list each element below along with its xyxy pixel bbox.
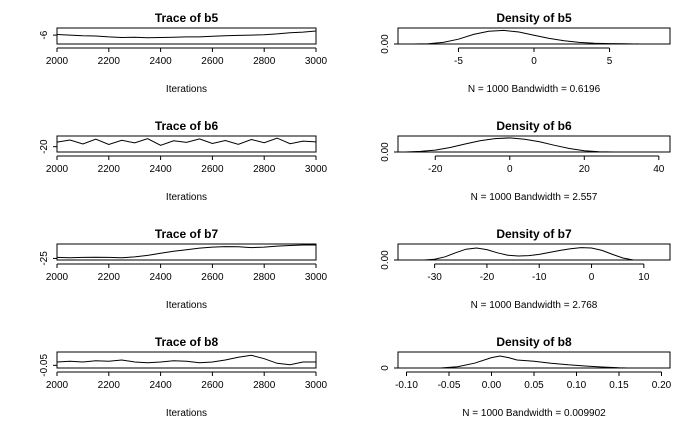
density-of-b7-x-tick-label: 10: [638, 272, 650, 283]
density-of-b6-title: Density of b6: [496, 119, 572, 133]
trace-of-b6-x-tick-label: 2800: [253, 164, 276, 175]
trace-of-b6-panel: Trace of b6 2000 2200 2400 2600 2800 3000 -20 It…: [39, 119, 328, 203]
density-of-b5-y-tick-label: 0.00: [380, 34, 391, 54]
trace-of-b5-title: Trace of b5: [155, 11, 219, 25]
trace-of-b5-y-tick-label: -6: [39, 30, 50, 39]
density-of-b8-y-tick-label: 0: [380, 365, 391, 371]
density-of-b8-x-tick-label: -0.10: [395, 380, 418, 391]
trace-of-b6-x-tick-label: 2200: [98, 164, 121, 175]
density-of-b7-x-tick-label: -10: [532, 272, 547, 283]
density-of-b6-x-tick-label: -20: [428, 164, 443, 175]
trace-of-b7-y-tick-label: -25: [39, 251, 50, 266]
density-of-b8-series-line: [440, 355, 628, 369]
trace-of-b6-x-axis-label: Iterations: [166, 192, 207, 203]
trace-of-b5-x-tick-label: 2800: [253, 56, 276, 67]
density-of-b7-frame: [397, 243, 671, 261]
trace-of-b8-panel: Trace of b8 2000 2200 2400 2600 2800 3000 -0.05…: [39, 335, 328, 419]
density-of-b8-x-tick-label: 0.10: [567, 380, 587, 391]
density-of-b6-x-tick-label: 20: [579, 164, 591, 175]
trace-of-b8-x-tick-label: 2800: [253, 380, 276, 391]
trace-of-b7-x-tick-label: 3000: [305, 272, 328, 283]
trace-of-b6-title: Trace of b6: [155, 119, 219, 133]
trace-of-b7-series-line: [56, 244, 316, 259]
trace-of-b8-x-tick-label: 2000: [46, 380, 69, 391]
density-of-b6-frame: [397, 135, 671, 153]
density-of-b7-x-tick-label: 0: [589, 272, 595, 283]
trace-of-b6-series-line: [56, 137, 317, 146]
density-of-b5-x-tick-label: 5: [607, 56, 613, 67]
density-of-b5-x-axis-label: N = 1000 Bandwidth = 0.6196: [468, 84, 601, 95]
density-of-b6-x-tick-label: 0: [507, 164, 513, 175]
trace-of-b7-x-tick-label: 2400: [149, 272, 172, 283]
density-of-b5-title: Density of b5: [496, 11, 572, 25]
trace-of-b7-frame: [56, 243, 317, 261]
trace-of-b8-series-line: [56, 354, 316, 366]
density-of-b8-x-tick-label: 0.05: [524, 380, 544, 391]
trace-of-b5-series-line: [56, 30, 317, 39]
density-of-b8-x-tick-label: 0.00: [482, 380, 502, 391]
trace-of-b5-panel: Trace of b5 2000 2200 2400 2600 2800 3000 -6 Ite…: [39, 11, 328, 95]
density-of-b5-x-tick-label: -5: [454, 56, 463, 67]
trace-of-b7-panel: Trace of b7 2000 2200 2400 2600 2800 3000 -25 It…: [39, 227, 328, 311]
trace-of-b6-x-tick-label: 2400: [149, 164, 172, 175]
trace-of-b7-x-tick-label: 2800: [253, 272, 276, 283]
density-of-b6-panel: Density of b6 -20 0 20 40 0.00 N = 1000 Bandwi…: [380, 119, 671, 203]
density-of-b6-x-tick-label: 40: [653, 164, 665, 175]
trace-of-b8-x-tick-label: 2400: [149, 380, 172, 391]
trace-of-b5-x-tick-label: 2000: [46, 56, 69, 67]
density-of-b8-frame: [397, 351, 671, 369]
density-of-b7-x-axis-label: N = 1000 Bandwidth = 2.768: [471, 300, 598, 311]
density-of-b7-y-tick-label: 0.00: [380, 250, 391, 270]
density-of-b8-panel: Density of b8 -0.10 -0.05 0.00 0.05 0.10 0.15 0…: [380, 335, 672, 419]
density-of-b8-x-tick-label: -0.05: [438, 380, 461, 391]
trace-of-b8-y-tick-label: -0.05: [39, 354, 50, 377]
density-of-b5-x-tick-label: 0: [531, 56, 537, 67]
trace-of-b8-title: Trace of b8: [155, 335, 219, 349]
density-of-b7-title: Density of b7: [496, 227, 572, 241]
trace-of-b6-x-tick-label: 3000: [305, 164, 328, 175]
density-of-b7-x-tick-label: -20: [480, 272, 495, 283]
trace-of-b7-title: Trace of b7: [155, 227, 219, 241]
trace-of-b5-x-tick-label: 2400: [149, 56, 172, 67]
trace-of-b7-x-tick-label: 2000: [46, 272, 69, 283]
trace-of-b8-x-tick-label: 3000: [305, 380, 328, 391]
density-of-b7-x-tick-label: -30: [427, 272, 442, 283]
trace-of-b5-x-tick-label: 2200: [98, 56, 121, 67]
trace-of-b8-x-axis-label: Iterations: [166, 408, 207, 419]
trace-of-b5-x-tick-label: 3000: [305, 56, 328, 67]
trace-of-b6-x-tick-label: 2600: [201, 164, 224, 175]
density-of-b5-series-line: [413, 29, 655, 45]
trace-of-b8-x-tick-label: 2600: [201, 380, 224, 391]
trace-of-b5-x-tick-label: 2600: [201, 56, 224, 67]
density-of-b6-x-axis-label: N = 1000 Bandwidth = 2.557: [471, 192, 598, 203]
density-of-b6-series-line: [405, 137, 615, 153]
density-of-b8-x-tick-label: 0.20: [652, 380, 672, 391]
trace-of-b8-x-tick-label: 2200: [98, 380, 121, 391]
trace-of-b5-frame: [56, 27, 317, 45]
trace-of-b8-frame: [56, 351, 317, 369]
trace-of-b7-x-tick-label: 2600: [201, 272, 224, 283]
density-of-b8-title: Density of b8: [496, 335, 572, 349]
density-of-b7-panel: Density of b7 -30 -20 -10 0 10 0.00 N = 1000 Ba…: [380, 227, 671, 311]
density-of-b6-y-tick-label: 0.00: [380, 142, 391, 162]
trace-of-b6-frame: [56, 135, 317, 153]
density-of-b8-x-tick-label: 0.15: [609, 380, 629, 391]
trace-of-b5-x-axis-label: Iterations: [166, 84, 207, 95]
trace-of-b7-x-tick-label: 2200: [98, 272, 121, 283]
trace-of-b7-x-axis-label: Iterations: [166, 300, 207, 311]
density-of-b8-x-axis-label: N = 1000 Bandwidth = 0.009902: [462, 408, 606, 419]
density-of-b5-panel: Density of b5 -5 0 5 0.00 N = 1000 Bandwidth …: [380, 11, 671, 95]
density-of-b7-series-line: [424, 247, 634, 261]
density-of-b5-frame: [397, 27, 671, 45]
trace-of-b6-x-tick-label: 2000: [46, 164, 69, 175]
trace-of-b6-y-tick-label: -20: [39, 139, 50, 154]
